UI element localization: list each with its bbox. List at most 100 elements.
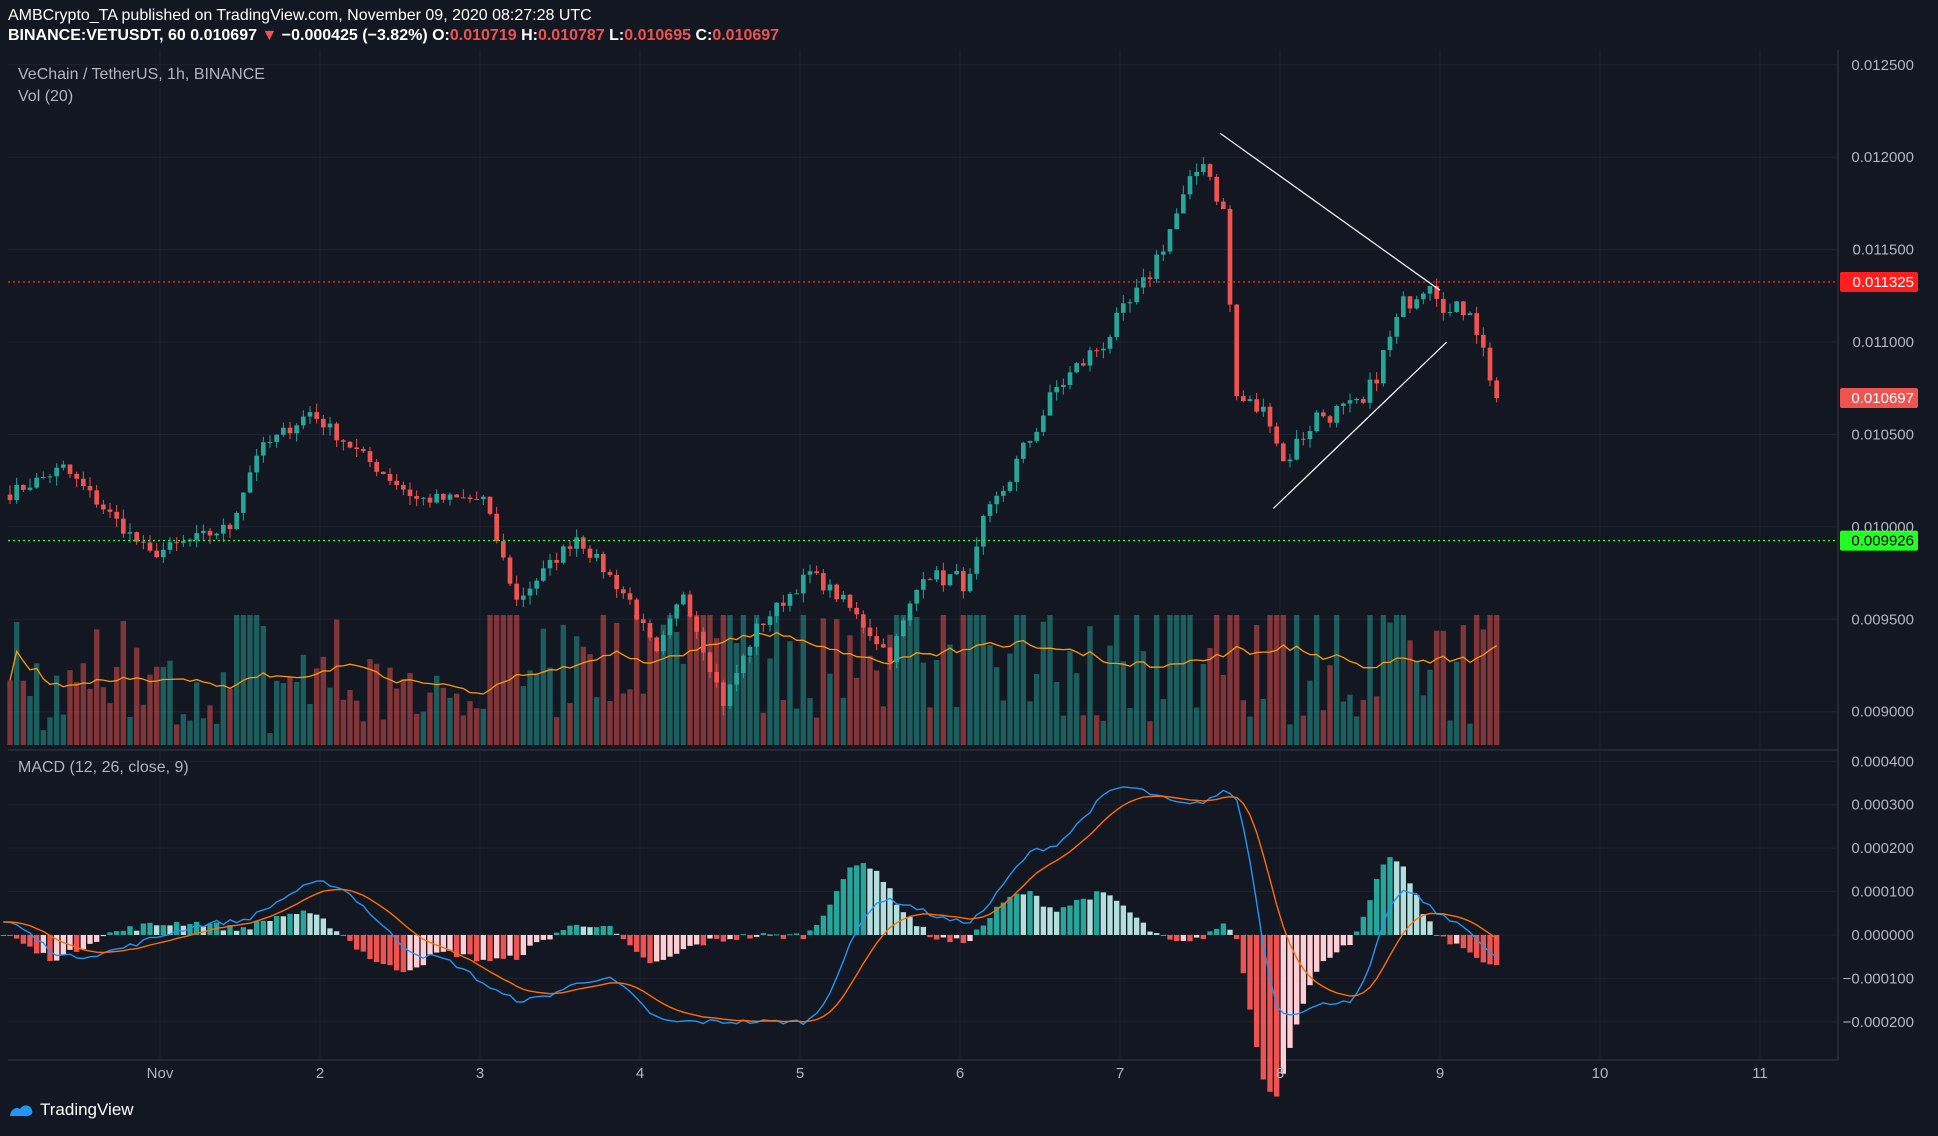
volume-bar — [1380, 615, 1386, 745]
macd-histogram-bar — [960, 934, 966, 943]
volume-bar — [1154, 615, 1160, 745]
volume-bar — [514, 615, 520, 745]
macd-histogram-bar — [407, 934, 413, 971]
macd-histogram-bar — [614, 933, 620, 935]
candle-body — [1414, 299, 1419, 309]
macd-histogram-bar — [394, 934, 400, 971]
candle-body — [1214, 176, 1219, 202]
volume-bar — [1140, 651, 1146, 745]
macd-histogram-bar — [1080, 898, 1086, 935]
volume-bar — [1254, 624, 1260, 745]
candle-body — [27, 487, 33, 490]
time-tick-label: 8 — [1276, 1065, 1284, 1082]
volume-bar — [814, 717, 820, 745]
candle-body — [474, 498, 479, 500]
volume-bar — [834, 619, 840, 745]
volume-bar — [614, 622, 620, 745]
candle-body — [281, 427, 286, 435]
volume-bar — [227, 688, 233, 745]
candle-body — [961, 570, 966, 592]
candle-body — [821, 573, 826, 591]
candle-body — [361, 448, 366, 452]
volume-bar — [487, 615, 493, 745]
macd-histogram-bar — [720, 934, 726, 942]
macd-histogram-bar — [1194, 934, 1200, 938]
volume-bar — [860, 621, 866, 745]
volume-bar — [207, 705, 213, 745]
volume-bar — [867, 655, 873, 745]
volume-bar — [1287, 724, 1293, 745]
volume-bar — [1480, 629, 1486, 745]
candle-body — [401, 485, 406, 490]
candle-body — [1361, 398, 1366, 403]
time-tick-label: 2 — [316, 1065, 324, 1082]
volume-bar — [1394, 615, 1400, 745]
tradingview-logo[interactable]: TradingView — [8, 1100, 134, 1120]
candle-body — [1174, 213, 1179, 230]
candle-body — [1314, 412, 1319, 432]
candle-body — [47, 476, 53, 478]
macd-histogram-bar — [1114, 900, 1120, 935]
candle-body — [207, 530, 213, 536]
candle-body — [101, 504, 106, 510]
candle-body — [1281, 443, 1286, 462]
volume-bar — [1074, 673, 1080, 745]
macd-histogram-bar — [167, 925, 173, 935]
macd-histogram-bar — [0, 934, 7, 936]
candle-body — [501, 541, 506, 558]
candle-body — [1034, 431, 1039, 441]
volume-bar — [687, 615, 693, 745]
candle-body — [801, 574, 806, 594]
candle-body — [487, 496, 493, 514]
macd-histogram-bar — [520, 934, 526, 956]
volume-legend[interactable]: Vol (20) — [18, 88, 74, 105]
candle-body — [594, 553, 599, 558]
candle-body — [321, 418, 326, 428]
candle-body — [341, 440, 346, 442]
candle-body — [607, 572, 613, 575]
volume-bar — [980, 615, 986, 745]
volume-bar — [974, 615, 980, 745]
macd-histogram-bar — [387, 934, 393, 966]
volume-bar — [947, 644, 953, 745]
price-tick-label: 0.011000 — [1853, 334, 1914, 351]
candle-body — [107, 509, 113, 512]
volume-bar — [500, 615, 506, 745]
volume-bar — [887, 634, 893, 745]
macd-histogram-bar — [994, 906, 1000, 935]
volume-bar — [1327, 665, 1333, 745]
candle-body — [1487, 347, 1493, 381]
macd-histogram-bar — [907, 916, 913, 935]
macd-histogram-bar — [294, 914, 300, 935]
last-price-label: 0.010697 — [1851, 390, 1914, 407]
macd-histogram-bar — [947, 934, 953, 943]
volume-bar — [1047, 615, 1053, 745]
volume-bar — [660, 624, 666, 745]
candle-body — [67, 464, 73, 474]
macd-histogram-bar — [1027, 891, 1033, 935]
candle-body — [167, 542, 173, 550]
volume-bar — [300, 654, 306, 745]
macd-legend[interactable]: MACD (12, 26, close, 9) — [18, 759, 189, 776]
macd-histogram-bar — [1167, 934, 1173, 940]
macd-histogram-bar — [974, 929, 980, 935]
macd-histogram-bar — [554, 932, 560, 935]
candle-body — [427, 497, 433, 503]
candle-body — [287, 427, 293, 434]
candle-body — [1274, 426, 1279, 444]
candle-body — [921, 579, 926, 590]
volume-bar — [1160, 698, 1166, 745]
volume-bar — [580, 646, 586, 745]
volume-bar — [1374, 696, 1380, 745]
macd-pane — [0, 786, 1500, 1097]
volume-bar — [880, 706, 886, 745]
macd-histogram-bar — [47, 934, 53, 961]
candle-body — [1301, 438, 1306, 440]
macd-line — [3, 786, 1498, 1026]
volume-bar — [554, 717, 560, 745]
macd-histogram-bar — [654, 934, 660, 962]
macd-histogram-bar — [854, 865, 860, 935]
volume-bar — [74, 682, 80, 745]
pair-legend[interactable]: VeChain / TetherUS, 1h, BINANCE — [18, 66, 265, 83]
